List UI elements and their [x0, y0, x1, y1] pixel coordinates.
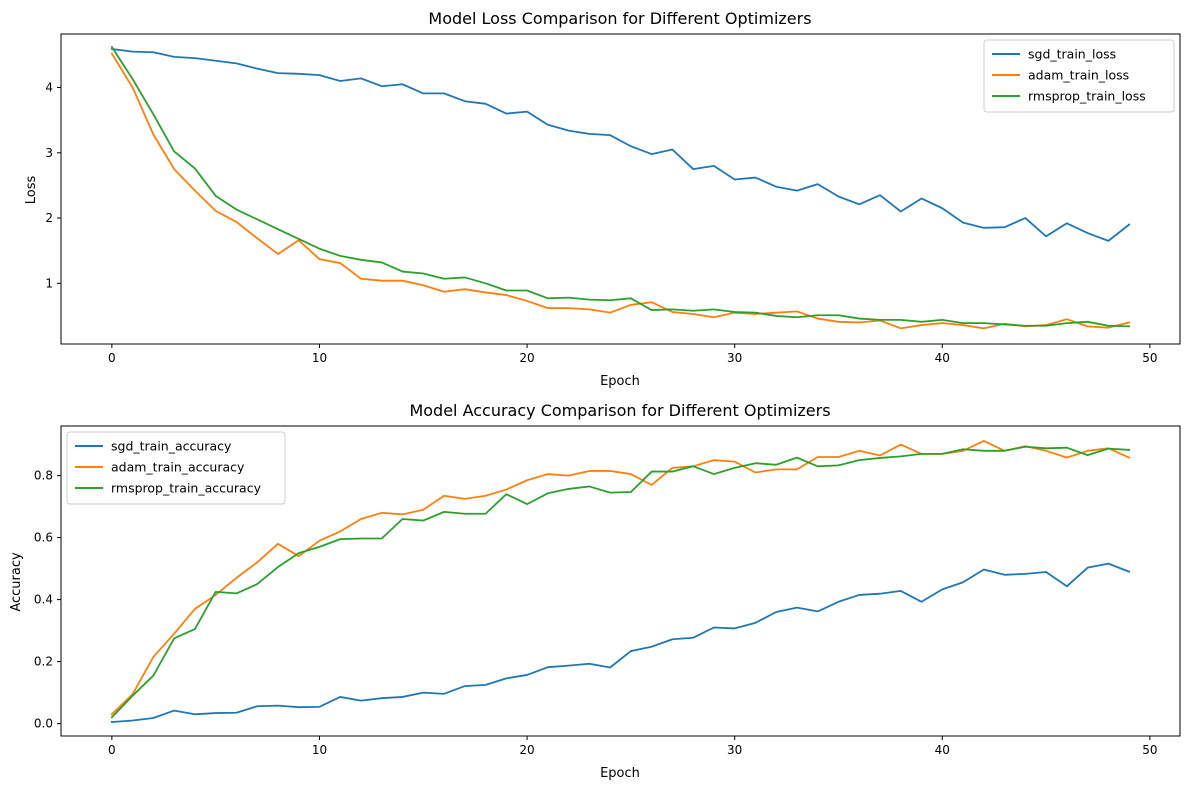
accuracy-chart-legend-label-2: rmsprop_train_accuracy	[111, 481, 262, 496]
accuracy-chart-y-tick-label-4: 0.8	[34, 469, 53, 483]
loss-chart-x-tick-label-5: 50	[1142, 351, 1157, 365]
loss-chart-legend-box	[983, 39, 1175, 113]
accuracy-chart-y-tick-label-2: 0.4	[34, 593, 53, 607]
loss-chart: Model Loss Comparison for Different Opti…	[24, 9, 1181, 389]
accuracy-chart-series-line-adam-train-accuracy	[110, 439, 1131, 716]
accuracy-chart-x-tick-label-0: 0	[108, 743, 116, 757]
accuracy-chart-y-tick-label-3: 0.6	[34, 531, 53, 545]
accuracy-chart-y-tick-label-1: 0.2	[34, 655, 53, 669]
loss-chart-series-line-rmsprop-train-loss	[110, 45, 1131, 328]
loss-chart-x-tick-label-2: 20	[519, 351, 534, 365]
accuracy-chart-series-layer	[110, 439, 1131, 724]
accuracy-chart-series-line-sgd-train-accuracy	[110, 562, 1131, 724]
accuracy-chart-legend-box	[66, 431, 286, 505]
loss-chart-series-line-sgd-train-loss	[110, 48, 1131, 242]
accuracy-chart-legend: sgd_train_accuracy adam_train_accuracyrms…	[66, 431, 286, 505]
loss-chart-y-tick-label-2: 3	[45, 146, 53, 160]
accuracy-chart-y-tick-label-0: 0.0	[34, 717, 53, 731]
loss-chart-x-tick-label-1: 10	[312, 351, 327, 365]
loss-chart-ticks-layer: 0 10 20 30 40 50 1 2 3 4	[45, 81, 1157, 365]
loss-chart-x-tick-label-3: 30	[727, 351, 742, 365]
loss-chart-y-axis-label: Loss	[24, 176, 39, 205]
loss-chart-title: Model Loss Comparison for Different Opti…	[428, 9, 811, 28]
loss-chart-y-tick-label-1: 2	[45, 211, 53, 225]
accuracy-chart-x-axis-label: Epoch	[600, 766, 640, 781]
accuracy-chart-plot-frame	[60, 425, 1181, 737]
loss-chart-series-line-adam-train-loss	[110, 52, 1131, 330]
loss-chart-y-tick-label-3: 4	[45, 81, 53, 95]
loss-chart-legend-label-2: rmsprop_train_loss	[1028, 89, 1146, 104]
accuracy-chart-title: Model Accuracy Comparison for Different …	[409, 401, 830, 420]
loss-chart-y-tick-label-0: 1	[45, 276, 53, 290]
loss-chart-plot-frame	[60, 33, 1181, 345]
loss-chart-x-axis-label: Epoch	[600, 374, 640, 389]
loss-chart-x-tick-label-0: 0	[108, 351, 116, 365]
loss-chart-x-tick-label-4: 40	[935, 351, 950, 365]
accuracy-chart-x-tick-label-5: 50	[1142, 743, 1157, 757]
accuracy-chart-legend-label-0: sgd_train_accuracy	[111, 439, 232, 454]
loss-chart-legend: sgd_train_loss adam_train_loss rmsprop_tra…	[983, 39, 1175, 113]
accuracy-chart-y-axis-label: Accuracy	[9, 552, 24, 612]
loss-chart-series-layer	[110, 45, 1131, 330]
accuracy-chart-x-tick-label-4: 40	[935, 743, 950, 757]
accuracy-chart-x-tick-label-2: 20	[519, 743, 534, 757]
loss-chart-legend-label-1: adam_train_loss	[1028, 68, 1129, 83]
accuracy-chart-x-tick-label-1: 10	[312, 743, 327, 757]
accuracy-chart-legend-label-1: adam_train_accuracy	[111, 460, 245, 475]
accuracy-chart-ticks-layer: 0 10 20 30 40 50 0.0 0.2 0.4 0.6 0.8	[34, 469, 1158, 757]
accuracy-chart-x-tick-label-3: 30	[727, 743, 742, 757]
loss-chart-legend-label-0: sgd_train_loss	[1028, 47, 1116, 62]
accuracy-chart-series-line-rmsprop-train-accuracy	[110, 445, 1131, 719]
accuracy-chart: Model Accuracy Comparison for Different …	[9, 401, 1181, 781]
